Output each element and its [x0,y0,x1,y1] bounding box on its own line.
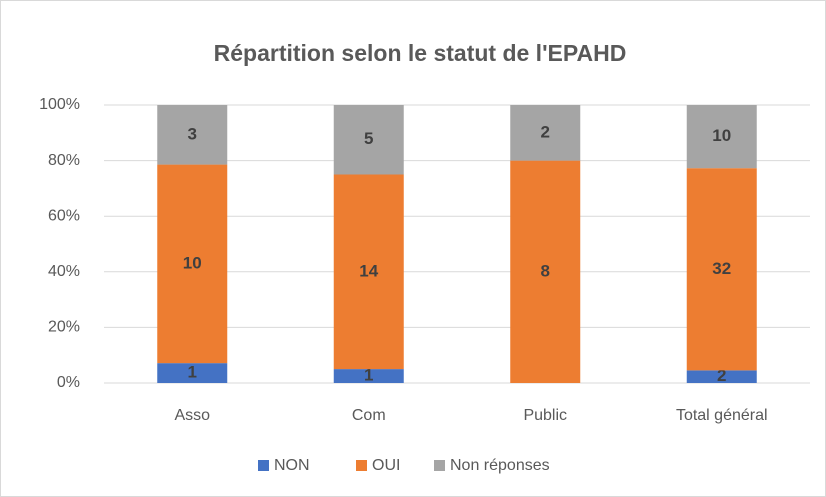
bar-segment [157,105,228,165]
data-label: 10 [183,253,202,272]
chart-title: Répartition selon le statut de l'EPAHD [214,40,627,66]
bar-segment [157,164,228,364]
bar-segment [157,363,228,383]
x-tick-label: Total général [676,407,768,424]
y-tick-label: 0% [57,374,80,391]
data-label: 1 [364,366,373,385]
legend-label: OUI [372,457,400,474]
x-tick-label: Asso [174,407,210,424]
y-tick-label: 20% [48,319,80,336]
data-label: 10 [712,126,731,145]
legend-swatch [434,460,445,471]
data-label: 8 [541,261,550,280]
legend-label: Non réponses [450,457,550,474]
legend-label: NON [274,457,310,474]
bar-segment [510,160,581,383]
data-label: 3 [188,124,197,143]
y-tick-label: 40% [48,263,80,280]
bar-segment [686,168,757,371]
y-tick-label: 80% [48,152,80,169]
bar-segment [333,174,404,370]
data-label: 14 [359,261,378,280]
bar-segment [333,369,404,383]
x-tick-label: Public [523,407,567,424]
x-tick-label: Com [352,407,386,424]
bar-segment [686,105,757,169]
data-label: 32 [712,259,731,278]
legend-swatch [258,460,269,471]
data-label: 1 [188,363,197,382]
y-tick-label: 100% [39,96,80,113]
data-label: 2 [717,366,726,385]
bar-segment [510,105,581,161]
bar-segment [686,370,757,383]
data-label: 5 [364,129,373,148]
legend-swatch [356,460,367,471]
data-label: 2 [541,122,550,141]
bar-segment [333,105,404,175]
y-tick-label: 60% [48,207,80,224]
